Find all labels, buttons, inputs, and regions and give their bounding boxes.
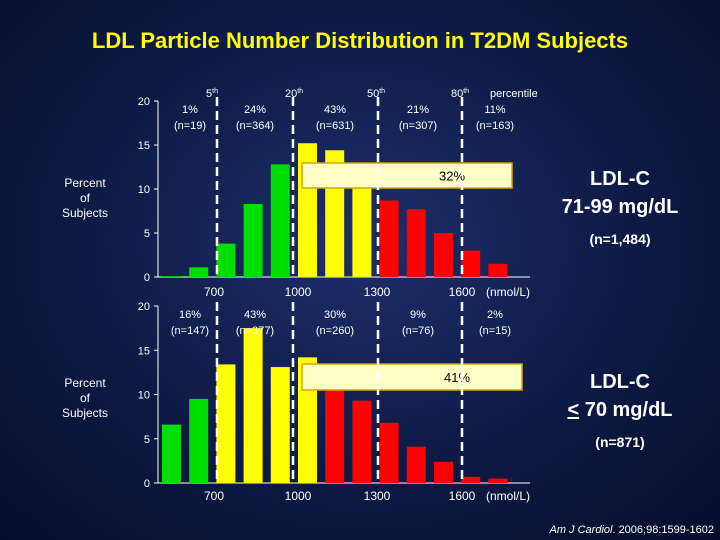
bar [461, 476, 481, 483]
group-count: (n=260) [316, 325, 354, 337]
citation-journal: Am J Cardiol [549, 524, 613, 536]
bar [488, 478, 508, 483]
ldl-range: 71-99 mg/dL [561, 196, 679, 218]
highlight-label: 41% [444, 370, 470, 385]
x-tick-label: 700 [204, 489, 224, 503]
y-tick-label: 10 [138, 390, 150, 402]
percentile-suffix: th [463, 88, 469, 95]
y-tick-label: 0 [144, 272, 150, 284]
y-label-line: Percent [64, 176, 106, 190]
group-percent: 43% [244, 309, 266, 321]
ldl-n: (n=1,484) [589, 231, 651, 247]
y-label-line: Percent [64, 376, 106, 390]
bar [162, 276, 181, 277]
y-axis-label-top: Percent of Subjects [40, 176, 130, 221]
x-tick-label: 1000 [285, 489, 312, 503]
y-tick-label: 0 [144, 478, 150, 490]
y-tick-label: 15 [138, 345, 150, 357]
ldl-le-symbol: < [567, 399, 580, 421]
bar [189, 398, 209, 483]
bar [461, 250, 481, 277]
highlight-label: 32% [439, 169, 465, 184]
y-tick-label: 5 [144, 434, 150, 446]
x-tick-label: 1000 [285, 285, 312, 299]
bar [379, 422, 399, 483]
group-percent: 1% [182, 104, 198, 116]
group-count: (n=377) [236, 325, 274, 337]
group-count: (n=19) [174, 120, 206, 132]
group-count: (n=307) [399, 120, 437, 132]
highlight-box [301, 363, 523, 391]
percentile-suffix: th [379, 88, 385, 95]
bar [406, 446, 426, 483]
bar [270, 164, 290, 277]
group-count: (n=15) [479, 325, 511, 337]
bar [216, 364, 236, 483]
y-tick-label: 5 [144, 228, 150, 240]
percentile-label: 80th [451, 88, 469, 100]
bar [434, 233, 453, 277]
group-percent: 16% [179, 309, 201, 321]
x-unit-label: (nmol/L) [486, 285, 530, 299]
bar [406, 209, 426, 277]
bar [162, 424, 181, 483]
y-label-line: of [79, 391, 90, 405]
ldl-range-text: 70 mg/dL [579, 399, 673, 421]
percentile-word: percentile [490, 88, 538, 100]
citation-ref: . 2006;98:1599-1602 [612, 524, 714, 536]
bar [352, 170, 372, 277]
x-tick-label: 700 [204, 285, 224, 299]
highlight-box [301, 162, 513, 189]
ldl-label-bottom: LDL-C < 70 mg/dL (n=871) [540, 368, 700, 450]
group-count: (n=147) [171, 325, 209, 337]
x-tick-label: 1300 [364, 285, 391, 299]
bar [325, 364, 345, 483]
citation: Am J Cardiol. 2006;98:1599-1602 [549, 524, 714, 536]
bar [243, 328, 263, 483]
x-tick-label: 1300 [364, 489, 391, 503]
group-percent: 11% [484, 104, 505, 116]
bar [216, 243, 236, 277]
ldl-title: LDL-C [590, 168, 650, 190]
group-count: (n=163) [476, 120, 514, 132]
bar [379, 200, 399, 277]
page-title: LDL Particle Number Distribution in T2DM… [91, 28, 629, 53]
bar [189, 267, 209, 277]
bar [243, 203, 263, 277]
ldl-range: < 70 mg/dL [540, 396, 700, 424]
group-percent: 2% [487, 309, 503, 321]
bar [270, 367, 290, 483]
group-percent: 21% [407, 104, 429, 116]
y-label-line: of [79, 191, 90, 205]
group-count: (n=364) [236, 120, 274, 132]
y-tick-label: 10 [138, 184, 150, 196]
group-count: (n=631) [316, 120, 354, 132]
y-tick-label: 20 [138, 96, 150, 108]
group-percent: 9% [410, 309, 426, 321]
bar [434, 461, 453, 483]
x-tick-label: 1600 [449, 489, 476, 503]
percentile-suffix: th [212, 88, 218, 95]
percentile-suffix: th [297, 88, 303, 95]
group-count: (n=76) [402, 325, 434, 337]
bar [488, 263, 508, 277]
group-percent: 43% [324, 104, 346, 116]
group-percent: 30% [324, 309, 346, 321]
bar [352, 400, 372, 483]
y-axis-label-bottom: Percent of Subjects [40, 376, 130, 421]
x-tick-label: 1600 [449, 285, 476, 299]
percentile-label: 50th [367, 88, 385, 100]
y-label-line: Subjects [61, 406, 109, 420]
y-tick-label: 20 [138, 301, 150, 313]
group-percent: 24% [244, 104, 266, 116]
ldl-title: LDL-C [590, 371, 650, 393]
ldl-n: (n=871) [595, 434, 645, 450]
y-tick-label: 15 [138, 140, 150, 152]
x-unit-label: (nmol/L) [486, 489, 530, 503]
ldl-label-top: LDL-C 71-99 mg/dL (n=1,484) [540, 165, 700, 247]
y-label-line: Subjects [61, 206, 109, 220]
